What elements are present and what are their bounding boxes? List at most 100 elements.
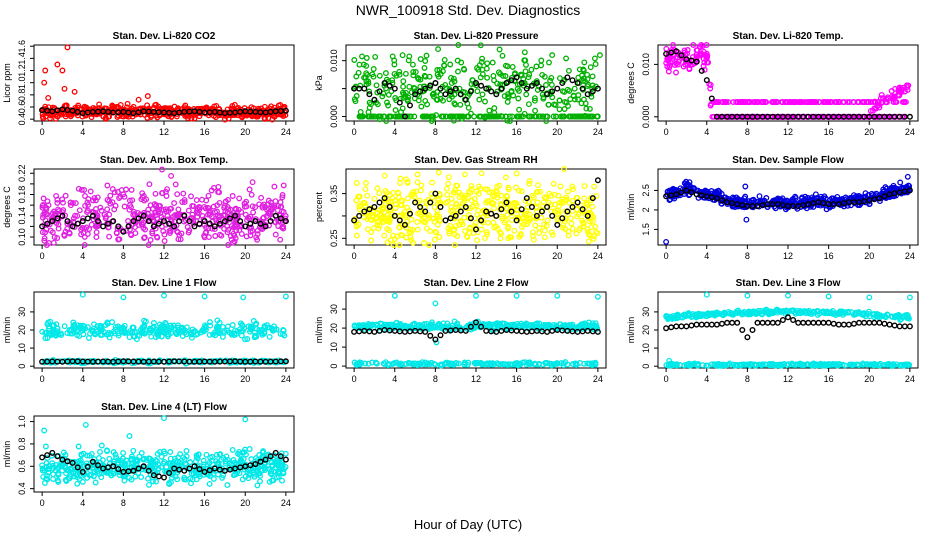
hourly-mean-point (160, 358, 167, 365)
data-point (771, 113, 778, 120)
data-point (456, 85, 463, 92)
hourly-mean-point (478, 82, 485, 89)
hourly-mean-point (574, 199, 581, 206)
hourly-mean-point (186, 358, 193, 365)
panel-title: Stan. Dev. Amb. Box Temp. (100, 155, 228, 166)
x-tick-label: 4 (392, 127, 397, 137)
data-point (542, 113, 549, 120)
hourly-mean-point (513, 74, 520, 81)
y-axis-label: Licor ppm (2, 63, 12, 103)
data-point (414, 179, 421, 186)
data-point (696, 43, 703, 50)
data-point (580, 66, 587, 73)
x-tick-label: 8 (433, 127, 438, 137)
hourly-mean-point (407, 328, 414, 335)
hourly-mean-point (906, 113, 913, 120)
data-point (592, 61, 599, 68)
hourly-mean-point (518, 79, 525, 86)
data-point (586, 105, 593, 112)
data-point (104, 206, 111, 213)
hourly-mean-point (544, 203, 551, 210)
data-point (585, 113, 592, 120)
y-tick-label: 0.000 (641, 106, 651, 129)
hourly-mean-point (437, 332, 444, 339)
data-point (769, 99, 776, 106)
hourly-mean-point (442, 91, 449, 98)
data-point (581, 195, 588, 202)
x-tick-label: 8 (121, 127, 126, 137)
data-point (522, 68, 529, 75)
x-tick-label: 8 (121, 251, 126, 261)
data-point (460, 65, 467, 72)
data-point (185, 207, 192, 214)
data-point (62, 192, 69, 199)
outlier-point (42, 67, 49, 74)
y-axis-label: ml/min (626, 317, 636, 344)
panel-title: Stan. Dev. Line 3 Flow (736, 278, 841, 289)
outlier-point (594, 293, 601, 300)
hourly-mean-point (272, 212, 279, 219)
data-point (363, 55, 370, 61)
series-points (663, 291, 913, 369)
hourly-mean-point (396, 217, 403, 224)
data-point (497, 235, 504, 242)
hourly-mean-point (498, 85, 505, 92)
data-point (381, 232, 388, 239)
data-point (212, 233, 219, 239)
data-point (575, 74, 582, 81)
data-point (571, 85, 578, 92)
x-tick-label: 24 (593, 127, 603, 137)
data-point (484, 60, 491, 67)
data-point (78, 186, 85, 193)
outlier-point (596, 52, 603, 59)
data-point (258, 194, 265, 201)
data-point (379, 93, 386, 100)
data-point (545, 101, 552, 108)
hourly-mean-point (171, 358, 178, 365)
x-tick-label: 16 (200, 127, 210, 137)
x-tick-label: 20 (864, 251, 874, 261)
data-point (723, 99, 730, 106)
x-tick-label: 16 (512, 374, 522, 384)
hourly-mean-point (89, 212, 96, 219)
hourly-mean-point (683, 56, 690, 63)
y-tick-label: 0.010 (329, 49, 339, 72)
data-point (205, 192, 212, 199)
data-point (663, 59, 670, 66)
plot-frame (657, 291, 919, 369)
data-point (489, 59, 496, 66)
data-point (517, 113, 524, 120)
data-point (374, 185, 381, 192)
hourly-mean-point (447, 88, 454, 95)
outlier-point (743, 216, 750, 223)
data-point (810, 99, 817, 106)
data-point (504, 63, 511, 70)
x-tick-label: 16 (200, 374, 210, 384)
hourly-mean-point (462, 203, 469, 210)
hourly-mean-point (673, 48, 680, 55)
hourly-mean-point (110, 218, 117, 225)
data-point (581, 183, 588, 190)
data-point (479, 66, 486, 73)
data-point (409, 61, 416, 68)
y-tick-label: 0.000 (329, 105, 339, 128)
x-tick-label: 16 (824, 374, 834, 384)
data-point (539, 71, 546, 78)
data-point (583, 105, 590, 112)
hourly-mean-point (427, 332, 434, 339)
panel-title: Stan. Dev. Gas Stream RH (414, 155, 537, 166)
data-point (421, 64, 428, 71)
hourly-mean-point (457, 91, 464, 98)
data-point (277, 236, 284, 243)
hourly-mean-point (539, 85, 546, 92)
data-point (443, 113, 450, 120)
series-points (39, 291, 289, 367)
data-point (359, 53, 365, 60)
hourly-mean-point (366, 91, 373, 98)
data-point (584, 76, 591, 83)
hourly-mean-point (688, 57, 695, 64)
hourly-mean-point (427, 82, 434, 89)
hourly-mean-point (462, 96, 469, 103)
hourly-mean-point (351, 328, 358, 335)
